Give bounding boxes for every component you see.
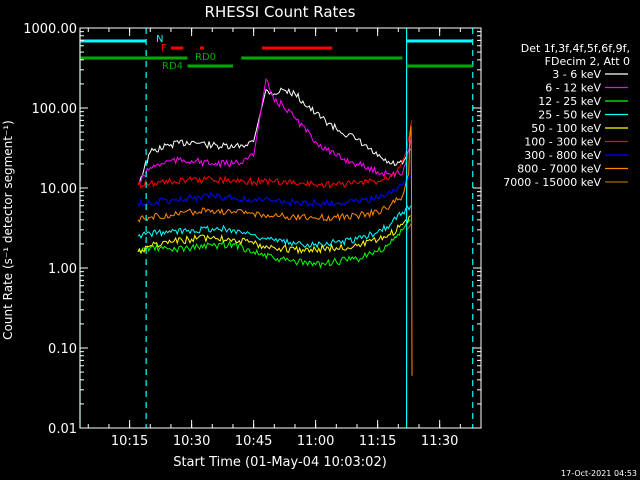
y-tick-label: 0.10: [48, 342, 77, 357]
series-line: [137, 219, 411, 270]
y-tick-label: 100.00: [32, 102, 78, 117]
x-tick-label: 11:15: [359, 434, 396, 449]
legend-entry-label: 300 - 800 keV: [524, 149, 601, 162]
legend-entry-label: 3 - 6 keV: [552, 68, 601, 81]
series-line: [137, 87, 411, 185]
plot-frame: [79, 27, 482, 429]
x-tick-label: 10:30: [173, 434, 210, 449]
series-layer: [137, 77, 413, 376]
legend-header-line: Det 1f,3f,4f,5f,6f,9f,: [521, 42, 630, 55]
legend-entry-label: 800 - 7000 keV: [517, 163, 601, 176]
series-line: [137, 125, 413, 376]
series-line: [406, 221, 413, 231]
attenuator-bar-label: F: [161, 43, 167, 54]
legend-header-line: FDecim 2, Att 0: [545, 55, 630, 68]
legend-entry-label: 7000 - 15000 keV: [503, 176, 601, 189]
legend: Det 1f,3f,4f,5f,6f,9f,FDecim 2, Att 03 -…: [503, 42, 630, 189]
y-tick-label: 10.00: [40, 182, 77, 197]
x-axis-label: Start Time (01-May-04 10:03:02): [173, 455, 387, 470]
x-tick-label: 10:15: [111, 434, 148, 449]
legend-entry-label: 12 - 25 keV: [538, 95, 601, 108]
attenuator-bar-label: RD0: [195, 52, 216, 63]
attenuator-bar-label: RD4: [162, 61, 183, 72]
legend-entry-label: 25 - 50 keV: [538, 109, 601, 122]
chart-title: RHESSI Count Rates: [205, 3, 356, 21]
legend-entry-label: 100 - 300 keV: [524, 136, 601, 149]
y-tick-label: 0.01: [48, 422, 77, 437]
y-tick-label: 1.00: [48, 262, 77, 277]
legend-entry-label: 50 - 100 keV: [531, 122, 601, 135]
y-tick-label: 1000.00: [23, 22, 77, 37]
series-line: [137, 77, 412, 186]
x-tick-label: 11:30: [421, 434, 458, 449]
series-line: [137, 215, 411, 255]
series-line: [137, 120, 413, 189]
attenuator-bar-layer: NF RD0 RD4: [80, 34, 473, 72]
series-line: [137, 175, 411, 208]
legend-entry-label: 6 - 12 keV: [545, 82, 601, 95]
axis-layer: 10:15 10:30 10:45 11:00 11:15 11:30 0.01 0.10 1.…: [23, 22, 482, 449]
attenuator-bar-label: N: [156, 34, 163, 45]
x-tick-label: 11:00: [297, 434, 334, 449]
footer-timestamp: 17-Oct-2021 04:53: [561, 469, 637, 478]
y-axis-label: Count Rate (s⁻¹ detector segment⁻¹): [1, 120, 15, 340]
series-line: [137, 205, 412, 249]
x-tick-label: 10:45: [235, 434, 272, 449]
